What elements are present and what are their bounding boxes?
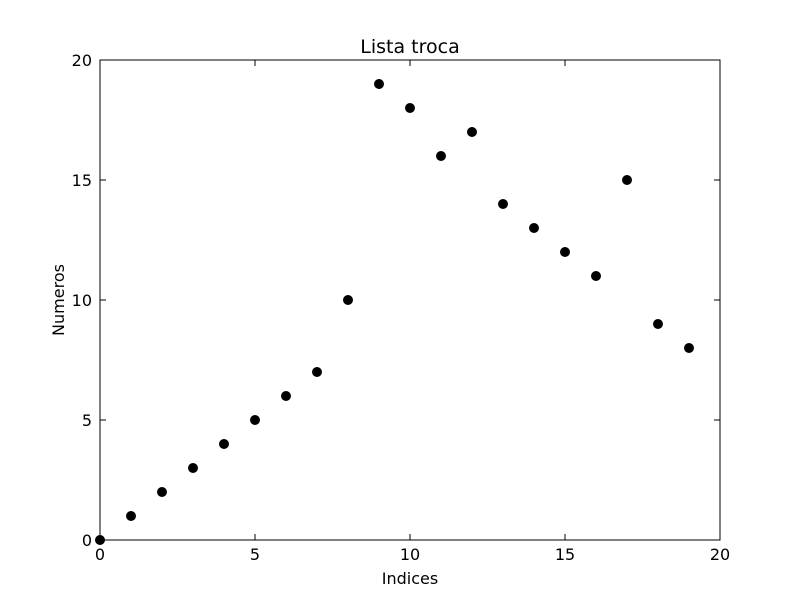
scatter-point	[312, 367, 322, 377]
scatter-point	[405, 103, 415, 113]
scatter-point	[498, 199, 508, 209]
x-tick-label: 10	[400, 545, 420, 564]
x-tick-label: 5	[250, 545, 260, 564]
scatter-point	[622, 175, 632, 185]
scatter-point	[529, 223, 539, 233]
x-tick-label: 0	[95, 545, 105, 564]
y-tick-label: 0	[82, 531, 92, 550]
scatter-point	[250, 415, 260, 425]
x-tick-label: 20	[710, 545, 730, 564]
scatter-point	[157, 487, 167, 497]
y-tick-label: 20	[72, 51, 92, 70]
y-tick-label: 10	[72, 291, 92, 310]
y-tick-label: 5	[82, 411, 92, 430]
plot-area-frame	[99, 59, 721, 541]
scatter-point	[591, 271, 601, 281]
y-axis-label: Numeros	[49, 264, 68, 336]
scatter-point	[219, 439, 229, 449]
scatter-point	[281, 391, 291, 401]
scatter-point	[436, 151, 446, 161]
scatter-point	[467, 127, 477, 137]
scatter-point	[126, 511, 136, 521]
ticks-layer: 0 5 10 15 20 0 5 10 15 20	[72, 51, 731, 564]
y-tick-label: 15	[72, 171, 92, 190]
scatter-point	[374, 79, 384, 89]
scatter-point	[684, 343, 694, 353]
scatter-point	[343, 295, 353, 305]
x-tick-label: 15	[555, 545, 575, 564]
scatter-point	[653, 319, 663, 329]
chart-title: Lista troca	[360, 36, 459, 58]
x-axis-label: Indices	[382, 569, 438, 588]
scatter-point	[188, 463, 198, 473]
scatter-point	[560, 247, 570, 257]
data-points	[95, 79, 694, 545]
